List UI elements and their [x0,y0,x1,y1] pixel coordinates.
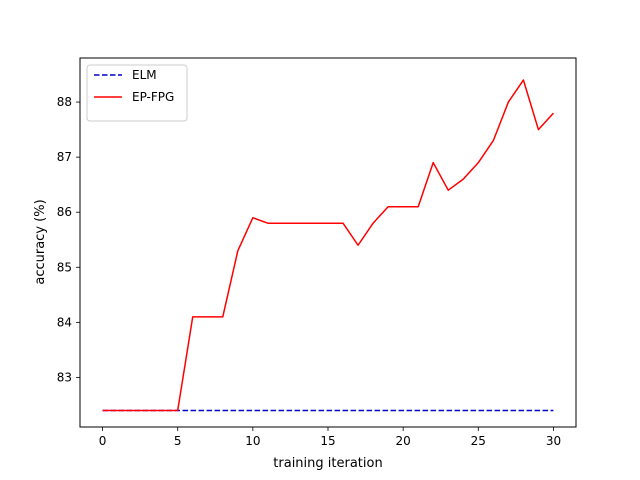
series-line-ep-fpg [102,79,555,412]
x-tick-label: 10 [245,434,260,448]
legend-box [86,64,188,122]
x-tick-label: 30 [546,434,561,448]
x-tick-label: 15 [320,434,335,448]
y-tick-label: 84 [57,315,72,329]
x-tick-label: 0 [99,434,107,448]
y-tick-label: 83 [57,370,72,384]
y-tick-label: 85 [57,260,72,274]
y-axis-ticks: 83 84 85 86 87 88 [57,95,80,384]
x-tick-label: 25 [471,434,486,448]
y-tick-label: 87 [57,150,72,164]
plot-area [102,79,555,412]
y-tick-label: 88 [57,95,72,109]
x-axis-label: training iteration [273,456,382,471]
y-axis-label: accuracy (%) [33,199,48,284]
x-axis-ticks: 0 5 10 15 20 25 30 [99,427,561,448]
x-tick-label: 20 [396,434,411,448]
legend-label: ELM [132,68,157,82]
legend: ELM EP-FPG [86,64,188,122]
legend-label: EP-FPG [132,90,174,104]
y-tick-label: 86 [57,205,72,219]
x-tick-label: 5 [174,434,182,448]
